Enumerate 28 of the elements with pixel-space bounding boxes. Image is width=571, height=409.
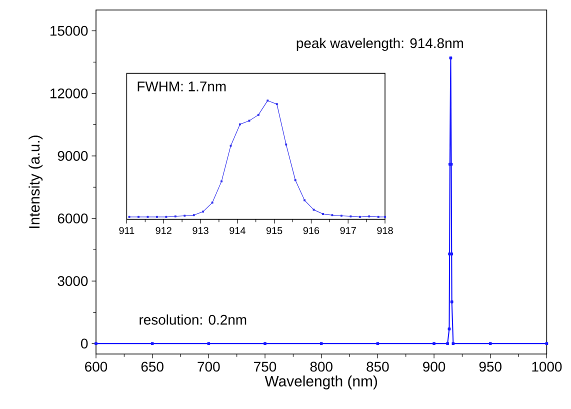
y-tick-label: 12000 [50,88,88,98]
x-tick-label: 700 [198,362,220,372]
x-tick-label: 850 [366,362,389,372]
x-tick-label: 1000 [532,362,562,372]
x-tick-label: 916 [303,227,320,234]
x-tick-label: 914 [230,227,246,234]
x-tick-label: 800 [310,362,332,372]
y-tick-label: 15000 [50,26,88,36]
x-tick-label: 750 [254,362,276,372]
annotation: resolution: 0.2nm [140,314,246,325]
x-tick-label: 918 [377,227,393,234]
x-tick-label: 950 [479,362,502,372]
x-tick-label: 917 [340,227,356,234]
annotation: peak wavelength: 914.8nm [296,38,464,51]
x-axis-title: Wavelength (nm) [264,375,378,390]
y-axis-title: Intensity (a.u.) [28,136,43,228]
y-tick-label: 9000 [58,150,88,161]
y-tick-label: 3000 [58,276,88,286]
x-tick-label: 915 [266,227,282,234]
y-tick-label: 6000 [58,214,88,224]
x-tick-label: 913 [192,227,208,234]
x-tick-label: 600 [85,362,108,372]
x-tick-label: 650 [141,362,164,372]
x-tick-label: 911 [119,227,134,234]
annotation: FWHM: 1.7nm [138,82,226,92]
x-tick-label: 900 [423,362,446,372]
x-tick-label: 912 [156,227,172,234]
y-tick-label: 0 [81,338,88,349]
